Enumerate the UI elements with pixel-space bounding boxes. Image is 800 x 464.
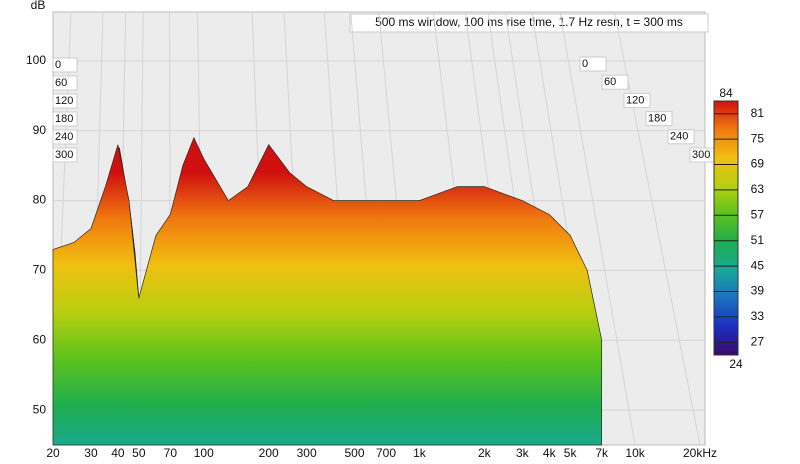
- y-tick-label: 90: [33, 123, 47, 137]
- colorbar-tick-label: 81: [751, 106, 765, 120]
- slice-label-box: [601, 74, 629, 90]
- x-tick-label: 40: [111, 446, 125, 460]
- slice-label-box: [52, 111, 78, 127]
- x-tick-label: 2k: [478, 446, 492, 460]
- slice-label: 0: [55, 59, 61, 71]
- x-tick-label: 3k: [516, 446, 530, 460]
- slice-label-box: [667, 129, 695, 145]
- slice-label: 60: [604, 76, 616, 88]
- title-box: [349, 13, 709, 33]
- y-tick-label: 70: [33, 263, 47, 277]
- slice-label: 180: [55, 113, 73, 125]
- slice-label-box: [52, 129, 78, 145]
- slice-label-box: [52, 147, 78, 163]
- slice-label: 240: [670, 131, 688, 143]
- colorbar-tick-label: 27: [751, 334, 765, 348]
- slice-label-box: [52, 93, 78, 109]
- y-tick-label: 80: [33, 193, 47, 207]
- colorbar-tick-label: 75: [751, 131, 765, 145]
- x-tick-label: 300: [297, 446, 317, 460]
- x-tick-label: 50: [132, 446, 146, 460]
- x-tick-label: 100: [194, 446, 214, 460]
- slice-label: 0: [582, 58, 588, 70]
- colorbar-tick-label: 69: [751, 157, 765, 171]
- slice-label-box: [645, 111, 673, 127]
- x-tick-label: 10k: [625, 446, 645, 460]
- colorbar-min: 24: [729, 357, 743, 371]
- x-tick-label: 4k: [543, 446, 557, 460]
- colorbar-tick-label: 33: [751, 309, 765, 323]
- slice-label-box: [623, 92, 651, 108]
- x-tick-label: 200: [259, 446, 279, 460]
- slice-label-box: [579, 56, 607, 72]
- colorbar-tick-label: 63: [751, 182, 765, 196]
- colorbar-tick-label: 45: [751, 258, 765, 272]
- colorbar-tick-label: 51: [751, 233, 765, 247]
- x-tick-label: 20: [46, 446, 60, 460]
- y-tick-label: 100: [26, 53, 46, 67]
- slice-label: 300: [692, 149, 710, 161]
- slice-label: 240: [55, 131, 73, 143]
- x-tick-label: 500: [344, 446, 364, 460]
- slice-label-box: [52, 57, 78, 73]
- colorbar-tick-label: 39: [751, 284, 765, 298]
- x-tick-label: 20kHz: [683, 446, 717, 460]
- slice-label: 60: [55, 77, 67, 89]
- waterfall-slice: [52, 136, 603, 446]
- x-tick-label: 1k: [413, 446, 427, 460]
- x-tick-label: 70: [164, 446, 178, 460]
- chart-title: 500 ms window, 100 ms rise time, 1.7 Hz …: [375, 15, 683, 29]
- slice-label-box: [52, 75, 78, 91]
- slice-label: 120: [626, 94, 644, 106]
- colorbar-tick-label: 57: [751, 207, 765, 221]
- grid-line: [559, 11, 636, 446]
- y-axis-label: dB: [31, 0, 46, 12]
- y-tick-label: 60: [33, 332, 47, 346]
- slice-label: 120: [55, 95, 73, 107]
- y-tick-label: 50: [33, 402, 47, 416]
- colorbar-max: 84: [719, 86, 733, 100]
- slice-label: 180: [648, 113, 666, 125]
- slice-label: 300: [55, 149, 73, 161]
- x-tick-label: 7k: [595, 446, 609, 460]
- colorbar: [713, 100, 739, 356]
- x-tick-label: 30: [84, 446, 98, 460]
- x-tick-label: 5k: [564, 446, 578, 460]
- x-tick-label: 700: [376, 446, 396, 460]
- grid-line: [613, 11, 701, 446]
